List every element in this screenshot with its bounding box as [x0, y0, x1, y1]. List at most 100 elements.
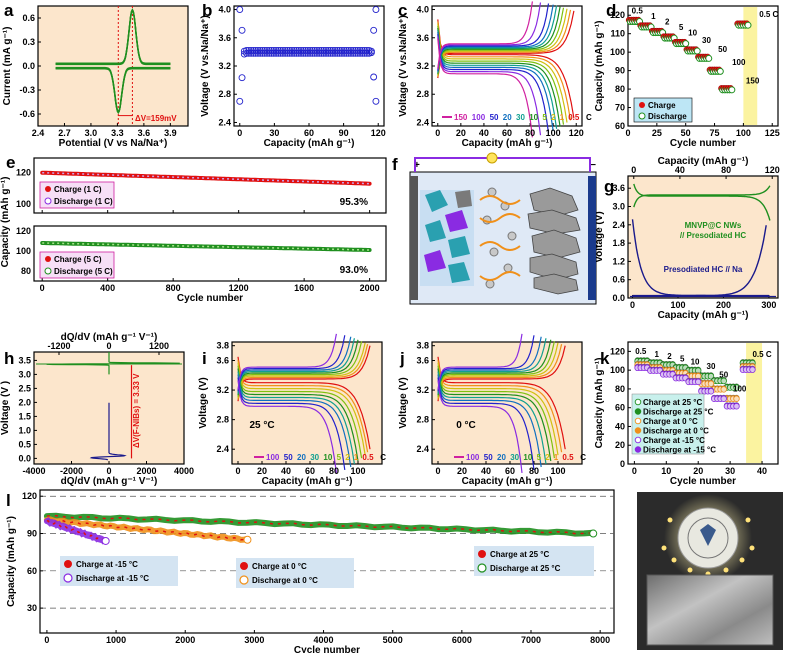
panel-g-ytick-label: 1.2 — [612, 256, 625, 266]
panel-e-top-legend-discharge: Discharge (1 C) — [54, 197, 113, 206]
panel-k-legend-item: Discharge at 25 °C — [643, 408, 714, 417]
panel-c-discharge-100C — [437, 36, 542, 136]
panel-i-charge-5C — [237, 341, 363, 397]
panel-i-temperature: 25 °C — [249, 420, 274, 431]
panel-l-xlabel: Cycle number — [294, 645, 360, 653]
panel-c-discharge-150C — [437, 38, 533, 138]
panel-c-rate-label: 50 — [490, 113, 499, 122]
panel-label-h: h — [4, 349, 14, 368]
panel-d-ytick-label: 90 — [615, 66, 625, 76]
panel-k-rate-label: 2 — [667, 352, 672, 361]
panel-d-ylabel: Capacity (mAh g⁻¹) — [594, 21, 605, 112]
panel-c-discharge-2C — [437, 23, 568, 123]
panel-i-discharge-100C — [237, 380, 337, 473]
panel-k-rate-label: 0.5 C — [752, 350, 771, 359]
panel-l-charge-band-2 — [46, 514, 594, 535]
panel-k-legend-marker — [634, 446, 642, 453]
panel-b-xtick-label: 30 — [269, 128, 279, 138]
panel-j-charge-30C — [437, 336, 542, 393]
panel-label-c: c — [398, 1, 407, 20]
panel-k-legend-marker — [634, 408, 642, 415]
panel-g-top-xtick-label: 120 — [765, 165, 780, 175]
panel-j-discharge-20C — [437, 371, 547, 465]
panel-e-bottom-legend-charge-marker — [45, 256, 51, 262]
panel-j-rate-label: 0.5 — [562, 453, 574, 462]
panel-g-full-cell-label-2: // Presodiated HC — [680, 231, 746, 240]
panel-e-bottom-legend-box — [39, 251, 115, 279]
panel-c-rate-label: 5 — [542, 113, 547, 122]
panel-f-plus-sign: + — [414, 160, 420, 171]
panel-b-charge-point — [236, 97, 244, 105]
panel-g-full-cell-discharge — [633, 183, 771, 221]
panel-i-discharge-20C — [237, 371, 355, 465]
panel-a-ytick-label: 0.3 — [22, 37, 35, 47]
hard-carbon-anode — [527, 187, 581, 295]
panel-b-charge-point — [238, 74, 246, 82]
panel-d-rate-label: 150 — [746, 77, 760, 86]
panel-j-discharge-2C — [437, 362, 559, 456]
panel-i-ytick-label: 3.6 — [216, 355, 229, 365]
panel-h-dv-label: ΔV(F-NIBs) = 3.33 V — [132, 373, 141, 448]
panel-e-top-legend-box — [39, 181, 115, 209]
panel-i-charge-2C — [237, 342, 366, 399]
panel-e-retention-5c: 93.0% — [340, 265, 368, 276]
panel-h-ytick-label: 1.5 — [18, 411, 31, 421]
panel-a-reduction-curve — [55, 68, 171, 115]
panel-g-hc-label: Presodiated HC // Na — [664, 265, 743, 274]
panel-j-ytick-label: 2.4 — [416, 444, 429, 454]
panel-c-rate-label: 0.5 — [568, 113, 580, 122]
panel-label-d: d — [606, 1, 616, 20]
panel-c-rate-label: 30 — [516, 113, 525, 122]
panel-i-charge-100C — [237, 333, 337, 390]
panel-c-charge-5C — [437, 7, 565, 75]
panel-d-rate-label: 0.5 C — [759, 10, 778, 19]
panel-i-discharge-5C — [237, 365, 363, 459]
panel-l-ytick-label: 120 — [22, 491, 37, 501]
panel-l-legend-discharge: Discharge at 0 °C — [252, 576, 318, 585]
panel-e-xtick-label: 1200 — [229, 283, 249, 293]
panel-c-charge-2C — [437, 8, 568, 76]
panel-d-ytick-label: 100 — [610, 47, 625, 57]
panel-k-xtick-label: 10 — [661, 466, 671, 476]
pouch-cell — [646, 574, 774, 646]
panel-d-xtick-label: 25 — [652, 128, 662, 138]
panel-e-5c-charge-band — [40, 241, 372, 252]
panel-j-ylabel: Voltage (V) — [398, 377, 409, 428]
panel-l-charge-band-0 — [46, 519, 107, 542]
panel-d-xtick-label: 125 — [765, 128, 780, 138]
panel-h-top-xtick-label: 1200 — [149, 341, 169, 351]
panel-i-ytick-label: 2.4 — [216, 444, 229, 454]
panel-g-top-xtick-label: 40 — [675, 165, 685, 175]
panel-g-hc-charge — [632, 225, 767, 297]
panel-g-full-cell-label: MNVP@C NWs — [685, 221, 742, 230]
panel-b-discharge-point — [370, 73, 378, 81]
panel-k-ytick-label: 20 — [615, 440, 625, 450]
panel-c-discharge-10C — [437, 27, 561, 127]
panel-b-xtick-label: 90 — [339, 128, 349, 138]
panel-e-retention-1c: 95.3% — [340, 197, 368, 208]
panel-l-legend-charge-marker — [478, 550, 486, 558]
panel-i-ytick-label: 3.2 — [216, 385, 229, 395]
panel-c-rate-label: 2 — [551, 113, 556, 122]
panel-i-discharge-0.5C — [237, 356, 371, 450]
panel-k-discharge-point — [707, 380, 715, 387]
panel-k-discharge-point — [707, 373, 715, 380]
panel-d-xtick-label: 100 — [736, 128, 751, 138]
panel-k-rate-label: 1 — [654, 350, 659, 359]
panel-b-discharge-point — [367, 49, 375, 57]
panel-l-xtick-label: 7000 — [521, 635, 541, 645]
panel-l-legend-charge: Charge at -15 °C — [76, 560, 138, 569]
panel-b-charge-point — [370, 26, 378, 34]
panel-l-end-point — [101, 536, 110, 545]
panel-g-ytick-label: 0.0 — [612, 293, 625, 303]
panel-g-full-cell-charge — [633, 185, 771, 208]
panel-d-discharge-point — [744, 21, 752, 29]
panel-c-rate-label: 150 — [454, 113, 468, 122]
panel-label-a: a — [4, 1, 14, 20]
seal-emblem — [700, 524, 716, 546]
panel-i-rate-label: 30 — [310, 453, 319, 462]
panel-g-top-xtick-label: 0 — [631, 165, 636, 175]
panel-c-xtick-label: 20 — [456, 128, 466, 138]
panel-b-curves — [236, 6, 380, 105]
panel-j-charge-50C — [437, 335, 535, 391]
